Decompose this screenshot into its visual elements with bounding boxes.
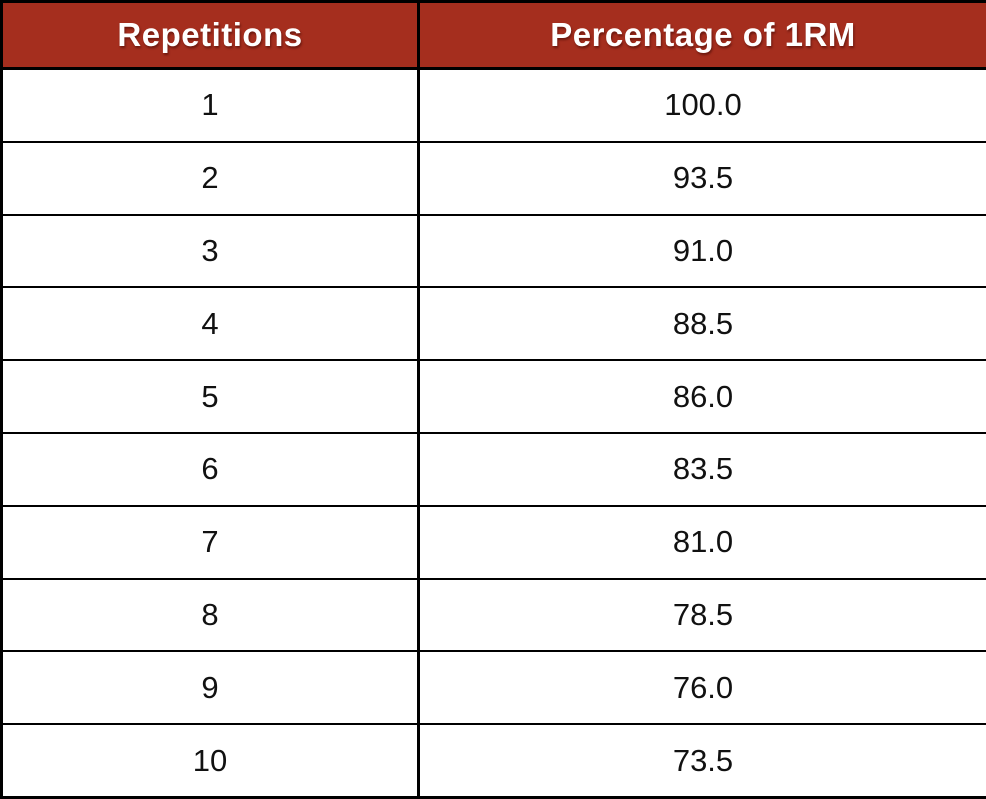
repetitions-cell: 5 xyxy=(0,359,420,434)
table-row: 5 86.0 xyxy=(0,359,986,434)
table-row: 8 78.5 xyxy=(0,577,986,653)
percentage-cell: 83.5 xyxy=(417,431,986,507)
percentage-cell: 100.0 xyxy=(417,67,986,143)
percentage-cell: 78.5 xyxy=(417,577,986,653)
table-body: 1 100.0 2 93.5 3 91.0 4 88.5 5 86.0 6 83.5 7 81.0 8 78.… xyxy=(0,67,986,799)
table-header-row: Repetitions Percentage of 1RM xyxy=(0,0,986,70)
repetitions-cell: 7 xyxy=(0,504,420,580)
percentage-cell: 91.0 xyxy=(417,213,986,289)
header-repetitions: Repetitions xyxy=(0,0,420,70)
percentage-cell: 81.0 xyxy=(417,504,986,580)
table-row: 10 73.5 xyxy=(0,723,986,799)
percentage-cell: 93.5 xyxy=(417,140,986,216)
repetitions-cell: 1 xyxy=(0,67,420,143)
repetitions-cell: 6 xyxy=(0,431,420,507)
table-row: 2 93.5 xyxy=(0,140,986,216)
percentage-cell: 86.0 xyxy=(417,359,986,434)
table-row: 4 88.5 xyxy=(0,286,986,362)
percentage-cell: 73.5 xyxy=(417,723,986,799)
repetitions-cell: 9 xyxy=(0,650,420,726)
repetitions-cell: 8 xyxy=(0,577,420,653)
repetitions-cell: 4 xyxy=(0,286,420,362)
repetitions-cell: 2 xyxy=(0,140,420,216)
table-row: 3 91.0 xyxy=(0,213,986,289)
table-row: 6 83.5 xyxy=(0,431,986,507)
table-row: 1 100.0 xyxy=(0,67,986,143)
repetitions-cell: 3 xyxy=(0,213,420,289)
percentage-cell: 88.5 xyxy=(417,286,986,362)
table-row: 9 76.0 xyxy=(0,650,986,726)
percentage-cell: 76.0 xyxy=(417,650,986,726)
table-row: 7 81.0 xyxy=(0,504,986,580)
header-percentage-of-1rm: Percentage of 1RM xyxy=(417,0,986,70)
repetitions-cell: 10 xyxy=(0,723,420,799)
